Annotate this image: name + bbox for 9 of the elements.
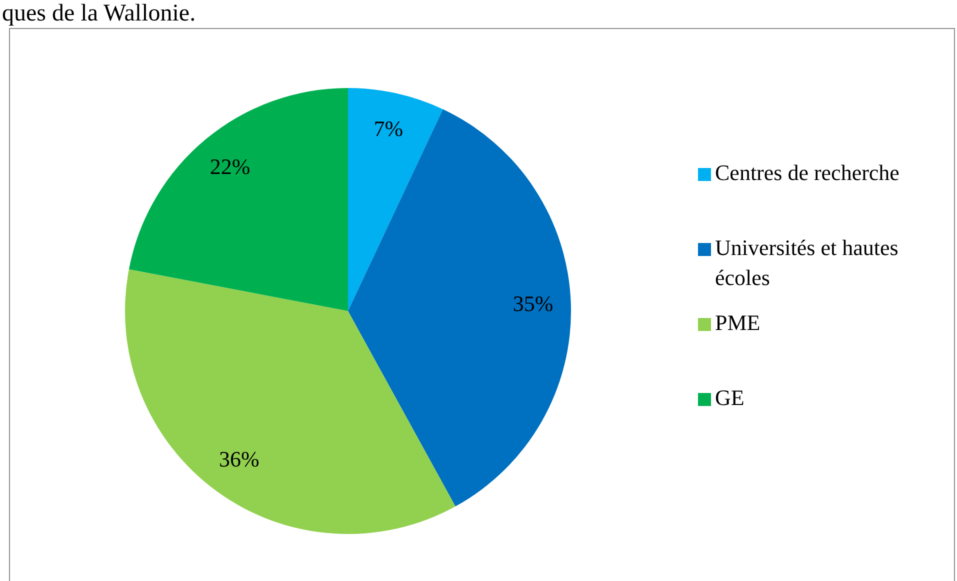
legend-label: GE xyxy=(715,384,744,410)
text: ques de la Wallonie. xyxy=(2,0,196,26)
legend-label: Universités et hautes écoles xyxy=(715,234,898,290)
data-label: 35% xyxy=(512,290,554,316)
data-label: 22% xyxy=(210,154,250,180)
legend-label: Centres de recherche xyxy=(715,160,900,185)
data-label: 36% xyxy=(219,446,260,472)
legend-label: PME xyxy=(715,310,760,335)
data-label: 7% xyxy=(374,116,404,142)
